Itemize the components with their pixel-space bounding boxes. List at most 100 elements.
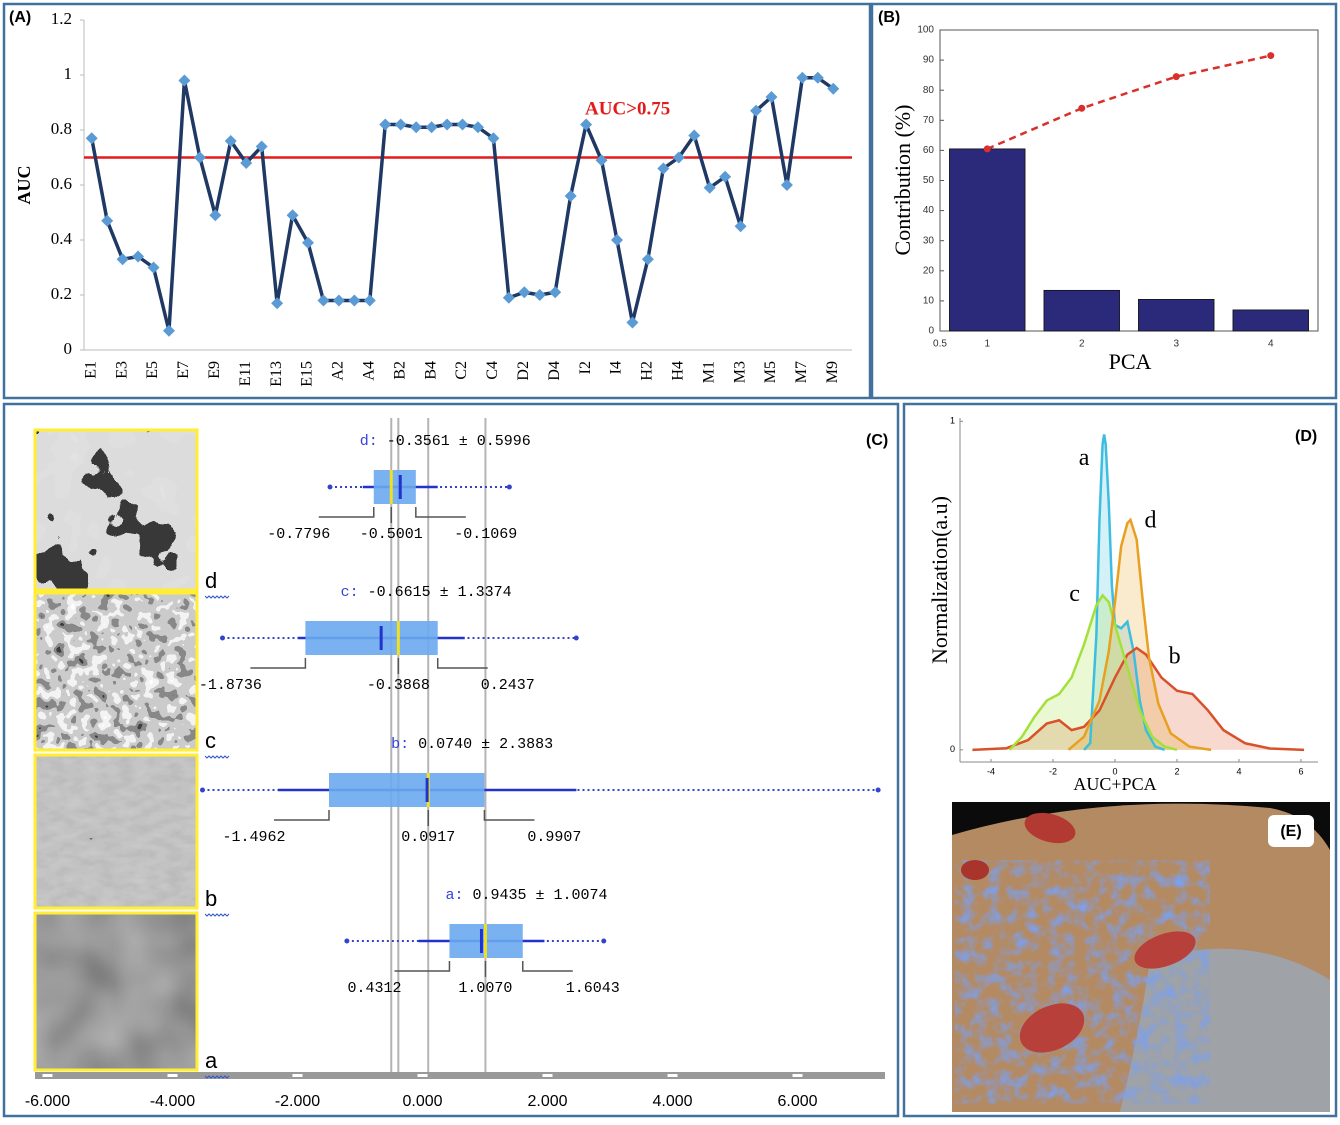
image-label: a (205, 1048, 218, 1073)
marker (641, 253, 654, 266)
x-tick-label: I4 (608, 361, 625, 374)
marker (240, 157, 253, 169)
y-tick-label: 60 (923, 145, 935, 156)
x-tick-label: C4 (484, 361, 501, 380)
marker (703, 181, 716, 194)
title-part: ± (472, 736, 490, 753)
series-label: a (1079, 445, 1090, 471)
marker (811, 71, 824, 84)
stat-label: -0.1069 (454, 526, 517, 543)
render-vessel (1019, 1003, 1085, 1053)
marker (580, 118, 593, 131)
iqr-box (373, 470, 416, 504)
spell-underline (204, 755, 230, 759)
x-tick-label: E15 (299, 361, 316, 387)
title-part: ± (526, 887, 544, 904)
marker (410, 121, 423, 134)
panel-label: (D) (1295, 428, 1317, 445)
render-vessel (1134, 931, 1196, 969)
micrographs (33, 428, 199, 1072)
image-border (33, 753, 199, 910)
marker (224, 135, 237, 147)
marker (688, 129, 701, 142)
title-part: a: (445, 887, 463, 904)
x-tick-label: M9 (824, 361, 841, 383)
x-tick-label: M7 (793, 361, 810, 383)
x-axis (35, 1072, 885, 1079)
marker (471, 121, 484, 134)
marker (178, 74, 191, 87)
stat-label: 1.6043 (566, 980, 620, 997)
group-title: d: -0.3561 ± 0.5996 (360, 433, 531, 450)
marker (734, 220, 747, 233)
y-tick-label: 0.4 (51, 229, 73, 248)
bracket (522, 961, 573, 972)
panel-label: (C) (866, 432, 888, 449)
stat-label: 0.0917 (401, 829, 455, 846)
bracket (436, 658, 488, 669)
cumulative-line (986, 54, 1272, 151)
marker (255, 140, 268, 153)
y-tick-label: 30 (923, 235, 935, 246)
x-tick-label: D2 (515, 361, 532, 381)
bracket (394, 961, 451, 972)
x-tick-label: E7 (175, 361, 192, 379)
x-tick (167, 1074, 178, 1077)
y-tick-label: 10 (923, 296, 935, 307)
x-tick (667, 1074, 678, 1077)
bar (1043, 289, 1120, 332)
stat-label: 0.4312 (347, 980, 401, 997)
x-tick-label: 6.000 (777, 1093, 817, 1110)
range-end (200, 787, 205, 793)
x-tick-label: -6.000 (25, 1093, 70, 1110)
y-tick-label: 0 (64, 339, 73, 358)
y-tick-label: 20 (923, 265, 935, 276)
iqr-box (328, 773, 485, 807)
x-tick-label: A4 (360, 361, 377, 381)
density-fill (1068, 519, 1212, 750)
bracket (318, 507, 375, 518)
panel-label: (B) (878, 9, 900, 26)
x-tick-label: E13 (268, 361, 285, 387)
y-tick-label: 100 (917, 25, 934, 36)
group-title: a: 0.9435 ± 1.0074 (445, 887, 607, 904)
bar (949, 148, 1026, 332)
x-tick-label: M5 (762, 361, 779, 383)
x-tick (42, 1074, 53, 1077)
point (1078, 104, 1086, 112)
y-tick-label: 0 (950, 744, 955, 754)
x-tick-label: 0.000 (402, 1093, 442, 1110)
y-tick-label: 50 (923, 175, 935, 186)
panel-frame (2, 402, 900, 1118)
marker (564, 190, 577, 202)
panel-frame (2, 2, 872, 400)
x-tick-label: -2 (1049, 766, 1057, 776)
title-part: d: (360, 433, 378, 450)
x-tick-label: E3 (113, 361, 130, 379)
image-border (33, 428, 199, 592)
title-part: 0.5996 (468, 433, 531, 450)
y-tick-label: 0.2 (51, 284, 72, 303)
marker (271, 297, 284, 310)
x-tick-label: -4.000 (150, 1093, 195, 1110)
x-tick-label: -2.000 (275, 1093, 320, 1110)
marker (626, 316, 639, 329)
stat-label: 0.2437 (481, 677, 535, 694)
x-tick (792, 1074, 803, 1077)
x-tick-label: 2 (1079, 339, 1085, 350)
density-line (1083, 434, 1165, 752)
image-border (33, 591, 199, 752)
x-tick-label: A2 (330, 361, 347, 381)
bracket (250, 658, 307, 669)
marker (796, 71, 809, 84)
stat-label: 1.0070 (458, 980, 512, 997)
x-tick-label: -4 (987, 766, 995, 776)
x-tick-label: H2 (639, 361, 656, 381)
marker (827, 82, 840, 95)
panel-label: (E) (1280, 823, 1301, 840)
marker (193, 151, 206, 164)
y-tick-label: 1 (64, 64, 73, 83)
marker (147, 261, 160, 274)
render-vessel (961, 860, 989, 880)
